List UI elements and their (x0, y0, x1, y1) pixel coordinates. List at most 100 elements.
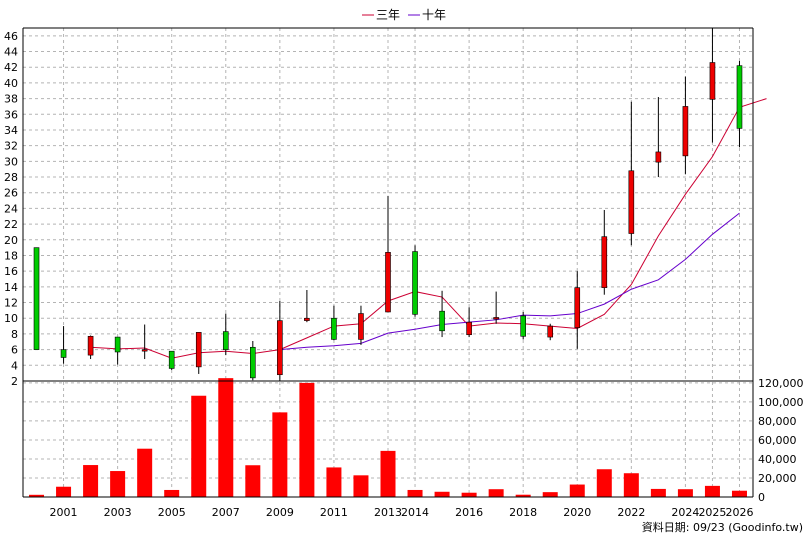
candle-body (222, 331, 229, 350)
volume-tick-label: 60,000 (758, 434, 797, 447)
candle-body (439, 310, 445, 332)
legend: 三年 十年 (362, 8, 446, 22)
price-tick-label: 22 (4, 218, 18, 231)
volume-bar (83, 465, 99, 497)
candle-body (60, 349, 67, 358)
volume-bar (569, 484, 585, 497)
price-tick-label: 16 (4, 265, 18, 278)
candle-body (141, 349, 148, 352)
volume-bar (245, 465, 261, 497)
price-tick-label: 34 (4, 124, 18, 137)
price-tick-label: 38 (4, 93, 18, 106)
price-tick-label: 30 (4, 155, 18, 168)
x-tick-label: 2005 (158, 506, 186, 519)
legend-label-3y: 三年 (376, 8, 400, 22)
candle-body (277, 320, 283, 376)
candle-body (412, 251, 418, 315)
volume-bars (29, 378, 747, 497)
legend-label-10y: 十年 (422, 8, 446, 22)
volume-bar (488, 489, 504, 497)
candle-body (601, 236, 608, 288)
price-tick-label: 2 (11, 375, 18, 388)
x-tick-label: 2026 (725, 506, 753, 519)
volume-tick-label: 100,000 (758, 396, 804, 409)
x-tick-label: 2024 (671, 506, 699, 519)
volume-bar (56, 486, 72, 497)
volume-bar (272, 412, 288, 497)
x-tick-label: 2022 (617, 506, 645, 519)
candle-body (304, 317, 310, 321)
price-tick-label: 46 (4, 30, 18, 43)
price-tick-label: 32 (4, 140, 18, 153)
price-tick-label: 42 (4, 61, 18, 74)
price-tick-label: 20 (4, 234, 18, 247)
candle-body (709, 62, 716, 100)
candle-body (331, 317, 337, 340)
price-tick-label: 40 (4, 77, 18, 90)
candle-body (736, 65, 743, 129)
volume-bar (299, 382, 315, 497)
candle-body (358, 313, 364, 340)
candle-body (682, 106, 689, 157)
candle-body (114, 336, 121, 353)
x-tick-label: 2025 (698, 506, 726, 519)
volume-bar (380, 450, 396, 497)
volume-bar (137, 448, 153, 497)
price-tick-label: 28 (4, 171, 18, 184)
volume-bar (542, 492, 558, 497)
price-tick-label: 8 (11, 328, 18, 341)
volume-bar (650, 488, 666, 497)
x-tick-label: 2003 (104, 506, 132, 519)
x-tick-label: 2020 (563, 506, 591, 519)
candle-body (520, 315, 526, 337)
candle-body (574, 287, 581, 328)
price-tick-label: 36 (4, 108, 18, 121)
candle-body (195, 332, 202, 368)
volume-axis: 0 20,000 40,000 60,000 80,000 100,000 120,000 (758, 377, 804, 504)
data-date-footer: 資料日期: 09/23 (Goodinfo.tw) (642, 520, 803, 534)
x-tick-label: 2001 (50, 506, 78, 519)
price-axis: 2468101214161820222426283032343638404244… (4, 30, 18, 388)
candle-body (87, 335, 94, 356)
x-tick-label: 2013 (374, 506, 402, 519)
candle-body (385, 252, 391, 313)
x-tick-label: 2018 (509, 506, 537, 519)
candle-body (250, 346, 256, 379)
volume-bar (218, 378, 234, 497)
volume-bar (353, 475, 369, 497)
volume-bar (434, 491, 450, 497)
x-tick-label: 2014 (401, 506, 429, 519)
ma-line-十年 (279, 212, 740, 351)
price-tick-label: 26 (4, 187, 18, 200)
volume-bar (164, 489, 180, 497)
price-tick-label: 44 (4, 46, 18, 59)
candlesticks (33, 28, 743, 381)
volume-bar (29, 494, 45, 497)
volume-tick-label: 80,000 (758, 415, 797, 428)
x-tick-label: 2016 (455, 506, 483, 519)
candle-body (466, 321, 472, 336)
price-tick-label: 10 (4, 312, 18, 325)
volume-bar (623, 473, 639, 497)
volume-tick-label: 20,000 (758, 472, 797, 485)
volume-bar (704, 485, 720, 497)
moving-average-lines (90, 98, 767, 359)
ma-line-三年 (90, 98, 767, 359)
price-tick-label: 18 (4, 249, 18, 262)
x-tick-label: 2009 (266, 506, 294, 519)
volume-bar (731, 490, 747, 497)
candle-body (493, 317, 499, 320)
volume-tick-label: 120,000 (758, 377, 804, 390)
volume-bar (677, 489, 693, 497)
price-tick-label: 14 (4, 281, 18, 294)
x-tick-label: 2011 (320, 506, 348, 519)
volume-bar (596, 469, 612, 497)
x-tick-label: 2007 (212, 506, 240, 519)
volume-tick-label: 0 (758, 491, 765, 504)
volume-tick-label: 40,000 (758, 453, 797, 466)
volume-bar (515, 494, 531, 497)
price-tick-label: 24 (4, 202, 18, 215)
volume-bar (326, 467, 342, 497)
volume-bar (110, 471, 126, 497)
